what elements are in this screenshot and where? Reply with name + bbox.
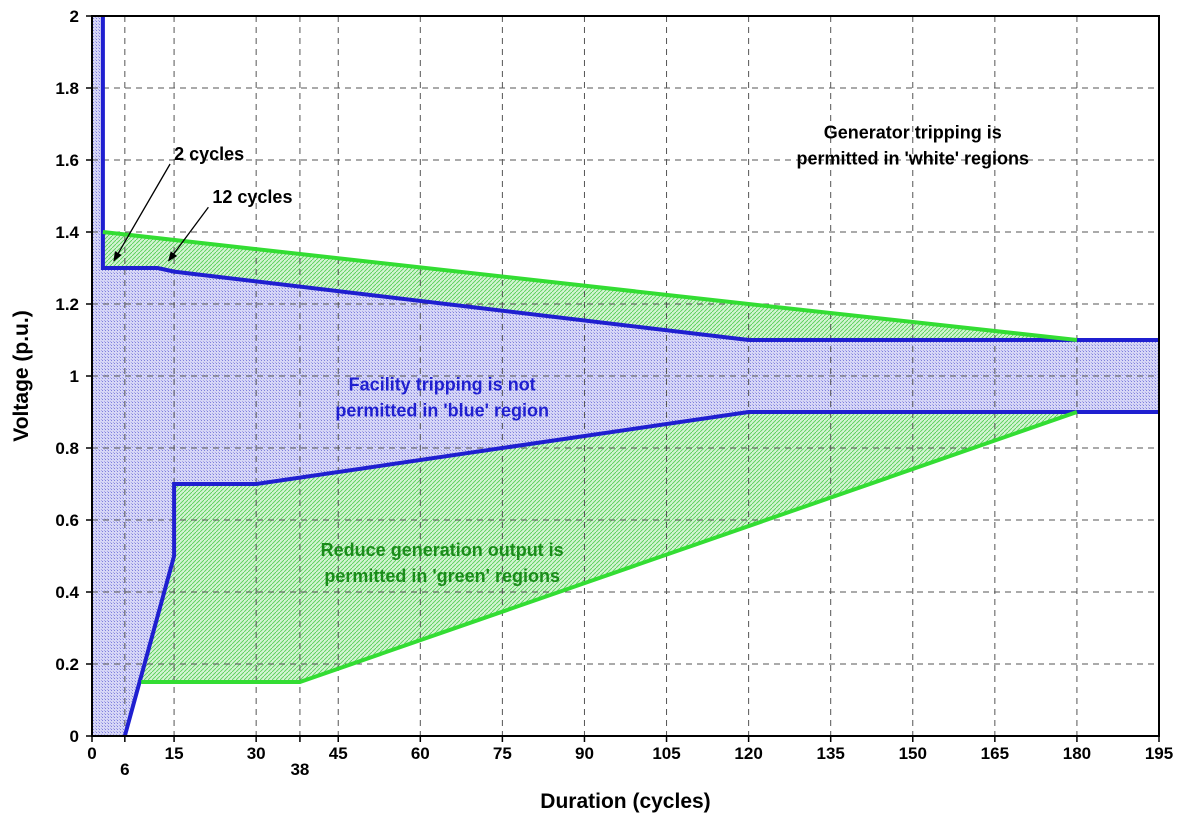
x-tick-label-14: 180 (1063, 744, 1091, 763)
ann-green-line-1: permitted in 'green' regions (324, 566, 560, 586)
x-tick-label-11: 135 (817, 744, 845, 763)
ann-blue-line-0: Facility tripping is not (349, 374, 536, 394)
y-tick-label-9: 1.8 (55, 79, 79, 98)
ann-white: Generator tripping is permitted in 'white… (796, 122, 1029, 168)
x-tick-label-3: 30 (247, 744, 266, 763)
grid-layer (92, 16, 1159, 736)
ticks-layer: 0 6 15 30 38 45 60 75 90 105 120 135 150 165 180 195 0 0.… (55, 7, 1173, 779)
ann-blue-line-1: permitted in 'blue' region (335, 400, 549, 420)
ann-2cycles: 2 cycles (174, 144, 244, 164)
ann-12cycles-arrow (168, 206, 209, 262)
series-layer (100, 16, 1159, 737)
x-tick-label-9: 105 (652, 744, 680, 763)
x-tick-label-10: 120 (734, 744, 762, 763)
x-tick-label-13: 165 (981, 744, 1009, 763)
annotations-layer: 2 cycles 12 cycles Generator tripping is pe… (113, 122, 1029, 586)
series-line-blue-1 (122, 410, 1159, 737)
x-tick-label-7: 75 (493, 744, 512, 763)
series-line-green-2 (102, 230, 1078, 342)
x-tick-label-0: 0 (87, 744, 96, 763)
ann-white-line-1: permitted in 'white' regions (796, 148, 1029, 168)
y-axis-title: Voltage (p.u.) (10, 310, 33, 441)
ann-green-line-0: Reduce generation output is (321, 540, 564, 560)
ann-green: Reduce generation output is permitted in … (321, 540, 564, 586)
ann-white-line-0: Generator tripping is (824, 122, 1002, 142)
x-tick-label-15: 195 (1145, 744, 1173, 763)
ann-2cycles-arrow (113, 163, 171, 262)
region-green-2 (141, 412, 1077, 682)
y-tick-label-7: 1.4 (55, 223, 79, 242)
y-tick-label-5: 1 (70, 367, 79, 386)
ann-blue: Facility tripping is not permitted in 'bl… (335, 374, 549, 420)
x-tick-label-8: 90 (575, 744, 594, 763)
x-tick-label-2: 15 (165, 744, 184, 763)
series-line-green-3 (141, 410, 1078, 684)
x-axis-title: Duration (cycles) (540, 790, 710, 813)
y-tick-label-10: 2 (70, 7, 79, 26)
y-tick-label-3: 0.6 (55, 511, 79, 530)
ann-12cycles: 12 cycles (212, 187, 292, 207)
ann-12cycles-line-0: 12 cycles (212, 187, 292, 207)
x-tick-label-5: 45 (329, 744, 348, 763)
y-tick-label-2: 0.4 (55, 583, 79, 602)
y-tick-label-6: 1.2 (55, 295, 79, 314)
x-tick-label-6: 60 (411, 744, 430, 763)
y-tick-label-4: 0.8 (55, 439, 79, 458)
x-tick-label-1: 6 (120, 760, 129, 779)
y-tick-label-0: 0 (70, 727, 79, 746)
y-tick-label-8: 1.6 (55, 151, 79, 170)
x-tick-label-12: 150 (899, 744, 927, 763)
x-tick-label-4: 38 (290, 760, 309, 779)
ann-2cycles-line-0: 2 cycles (174, 144, 244, 164)
y-tick-label-1: 0.2 (55, 655, 79, 674)
series-line-blue-0 (100, 16, 1159, 342)
